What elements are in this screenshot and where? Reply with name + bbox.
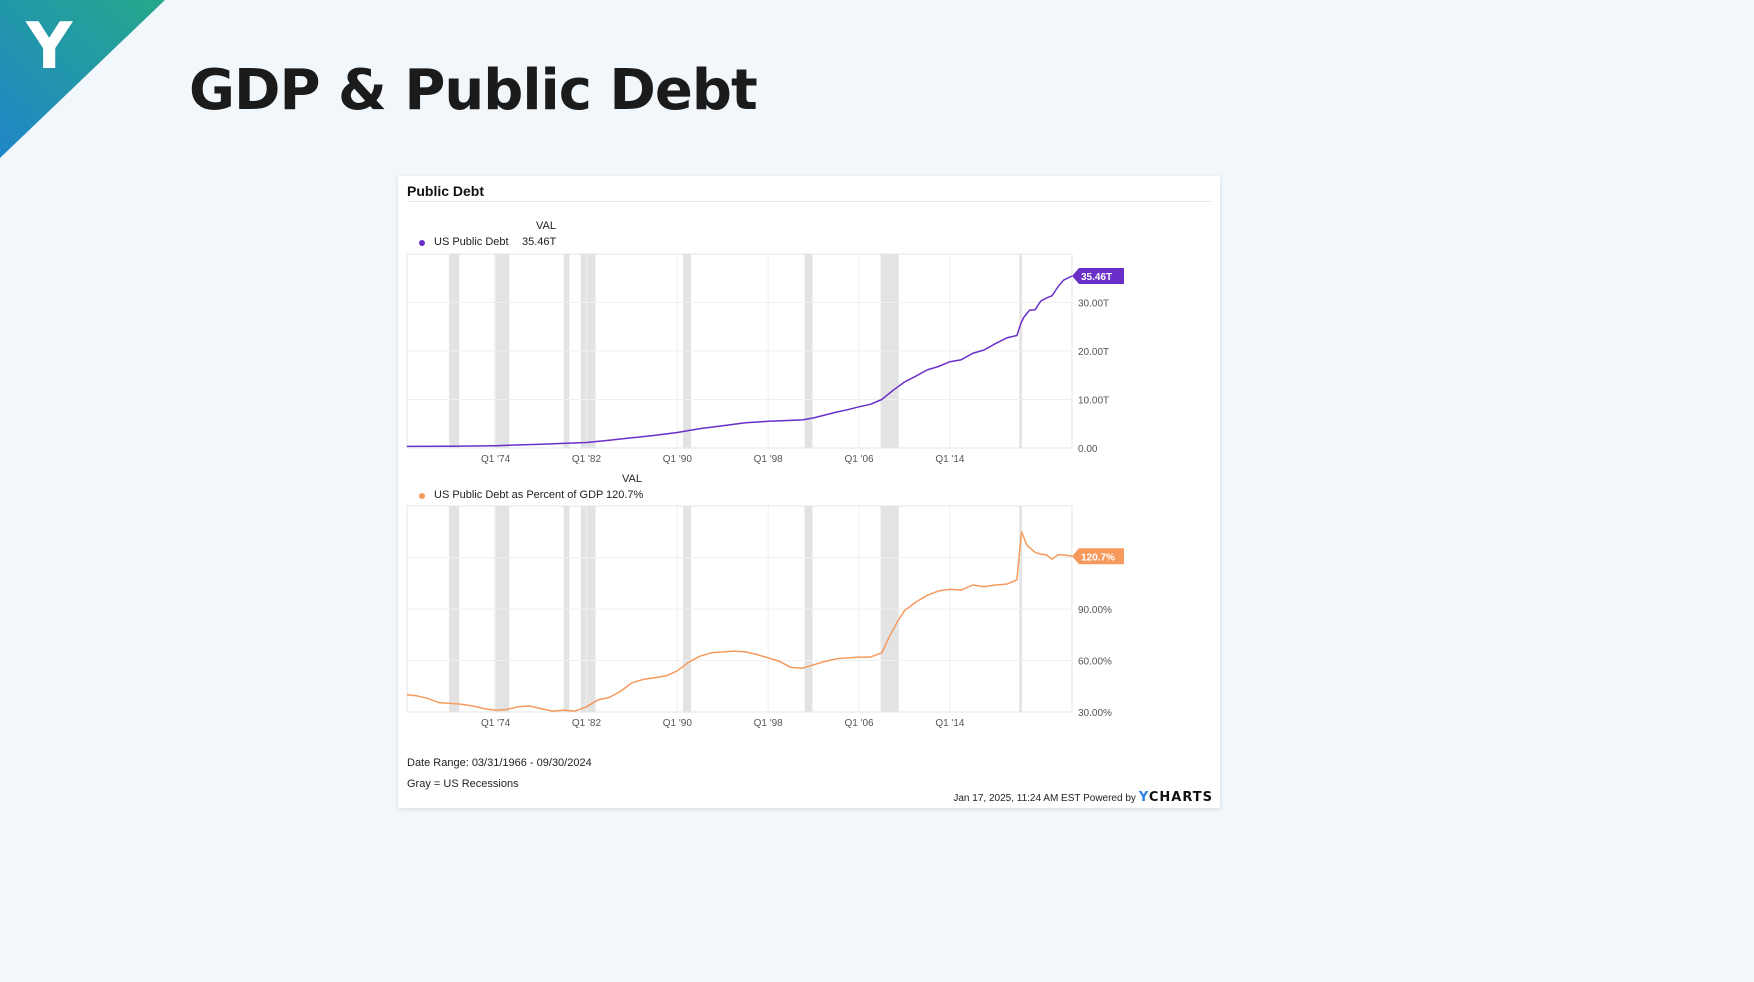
legend-header: VAL: [536, 220, 556, 232]
x-tick-label: Q1 '82: [572, 454, 602, 465]
y-tick-label: 90.00%: [1078, 605, 1112, 616]
x-tick-label: Q1 '74: [481, 718, 511, 729]
last-value-label: 35.46T: [1081, 272, 1112, 283]
legend-header: VAL: [622, 473, 642, 485]
x-tick-label: Q1 '74: [481, 454, 511, 465]
x-tick-label: Q1 '06: [844, 454, 874, 465]
legend-series-name: US Public Debt: [434, 236, 509, 248]
x-tick-label: Q1 '06: [844, 718, 874, 729]
legend-series-name: US Public Debt as Percent of GDP: [434, 489, 604, 501]
debt-line-chart: 35.46T 0.00 10.00T 20.00T 30.00T Q1 '74 Q1 '82…: [406, 253, 1124, 465]
chart-card: Public Debt VAL US Public Debt 35.46T 35…: [398, 176, 1220, 808]
logo-letter: Y: [25, 10, 73, 84]
slide-title: GDP & Public Debt: [189, 58, 758, 123]
last-value-tag: [1072, 548, 1124, 565]
y-tick-label: 10.00T: [1078, 396, 1109, 407]
footer-credit: Jan 17, 2025, 11:24 AM EST Powered by YC…: [953, 790, 1213, 805]
debt-gdp-line-chart: 120.7% 30.00% 60.00% 90.00% Q1 '74 Q1 '82 Q1 '…: [406, 505, 1124, 729]
brand-prefix: Y: [1138, 790, 1149, 805]
timestamp: Jan 17, 2025, 11:24 AM EST Powered by: [953, 793, 1136, 804]
title-divider: [407, 201, 1211, 202]
legend-dot-icon: [419, 493, 425, 499]
last-value-tag: [1072, 268, 1124, 285]
date-range: Date Range: 03/31/1966 - 09/30/2024: [407, 757, 592, 769]
plot-frame: [406, 253, 1073, 449]
x-tick-label: Q1 '98: [754, 454, 784, 465]
y-tick-label: 60.00%: [1078, 657, 1112, 668]
x-tick-label: Q1 '90: [663, 454, 693, 465]
logo-triangle: Y: [0, 0, 165, 158]
x-tick-label: Q1 '14: [935, 718, 965, 729]
y-tick-label: 20.00T: [1078, 347, 1109, 358]
x-tick-label: Q1 '14: [935, 454, 965, 465]
series-line: [406, 531, 1073, 712]
recession-note: Gray = US Recessions: [407, 778, 519, 790]
plot-frame: [406, 505, 1073, 713]
x-tick-label: Q1 '90: [663, 718, 693, 729]
last-value-label: 120.7%: [1081, 552, 1115, 563]
x-tick-label: Q1 '82: [572, 718, 602, 729]
card-title: Public Debt: [407, 183, 485, 199]
legend-series-value: 120.7%: [606, 489, 644, 501]
series-line: [406, 275, 1073, 448]
y-tick-label: 30.00T: [1078, 299, 1109, 310]
legend-dot-icon: [419, 240, 425, 246]
legend-series-value: 35.46T: [522, 236, 557, 248]
ycharts-brand[interactable]: YCHARTS: [1139, 790, 1213, 805]
brand-rest: CHARTS: [1148, 790, 1213, 805]
x-tick-label: Q1 '98: [754, 718, 784, 729]
ycharts-logo[interactable]: Y: [0, 0, 165, 158]
y-tick-label: 0.00: [1078, 444, 1098, 455]
y-tick-label: 30.00%: [1078, 708, 1112, 719]
